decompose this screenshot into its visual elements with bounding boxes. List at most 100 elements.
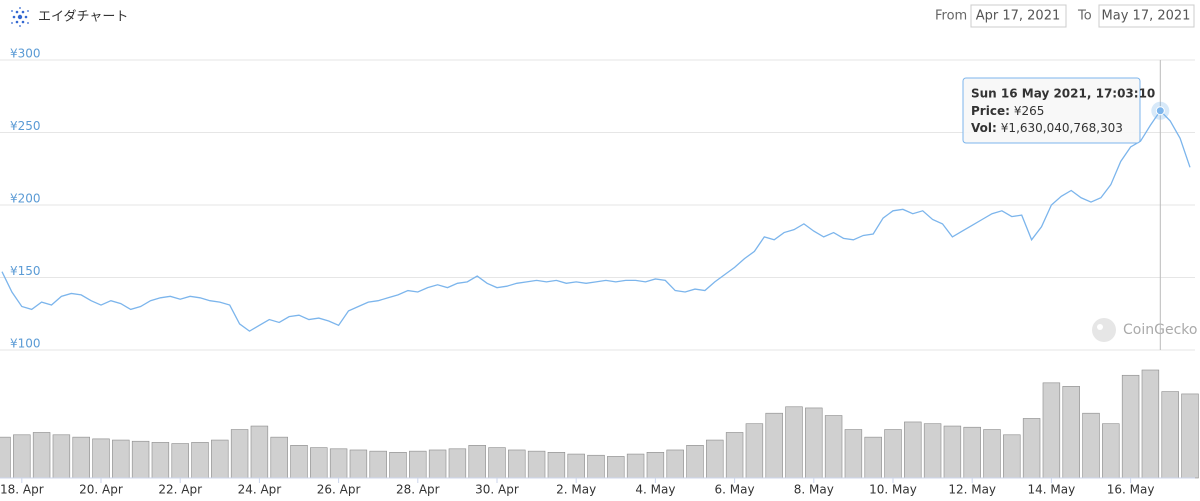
volume-bar	[448, 448, 467, 479]
volume-bar	[607, 456, 625, 479]
volume-bar	[389, 452, 407, 479]
tooltip-box	[962, 77, 1141, 144]
volume-bar	[626, 453, 645, 479]
hover-point	[1155, 106, 1165, 116]
logo	[11, 7, 29, 27]
volume-bar	[488, 447, 506, 479]
volume-bar	[92, 438, 110, 479]
volume-bar	[508, 449, 526, 479]
volume-bar	[151, 442, 170, 479]
volume-bar	[290, 445, 308, 479]
volume-bar	[646, 452, 665, 479]
x-tick-label: 18. Apr	[0, 483, 44, 497]
x-tick-label: 12. May	[948, 483, 996, 497]
x-tick-label: 6. May	[715, 483, 755, 497]
tooltip-price-label: Price:	[971, 104, 1010, 118]
volume-bar	[191, 442, 209, 479]
from-input[interactable]	[970, 4, 1067, 28]
volume-bar	[409, 450, 427, 479]
volume-bar	[1141, 369, 1160, 479]
volume-bar	[666, 449, 684, 479]
volume-bar	[963, 426, 981, 479]
volume-bar	[567, 453, 585, 479]
volume-bar	[765, 412, 783, 479]
volume-bar	[13, 434, 31, 479]
tooltip-vol-label: Vol:	[971, 121, 997, 135]
x-tick-label: 14. May	[1028, 483, 1076, 497]
watermark: CoinGecko	[1092, 318, 1197, 342]
x-tick-label: 20. Apr	[79, 483, 123, 497]
volume-bar	[1022, 418, 1041, 479]
volume-bar	[349, 449, 368, 479]
volume-bar	[547, 452, 566, 479]
volume-bar	[270, 436, 288, 479]
volume-bar	[527, 450, 546, 479]
volume-bar	[310, 447, 328, 479]
volume-bar	[230, 429, 249, 479]
y-tick-label: ¥100	[10, 337, 41, 351]
x-tick-label: 26. Apr	[317, 483, 361, 497]
volume-bar	[805, 407, 823, 479]
volume-bar	[32, 432, 51, 479]
volume-bar	[785, 406, 803, 479]
volume-bar	[52, 434, 71, 479]
volume-bar	[1161, 391, 1179, 479]
volume-bar	[1062, 386, 1080, 479]
volume-bar	[923, 423, 942, 479]
volume-bar	[943, 425, 962, 479]
x-tick-label: 22. Apr	[158, 483, 202, 497]
x-tick-label: 30. Apr	[475, 483, 519, 497]
volume-bar	[211, 439, 229, 479]
tooltip-price: Price: ¥265	[971, 104, 1044, 118]
volume-bar	[686, 445, 704, 479]
tooltip-price-value: ¥265	[1014, 104, 1045, 118]
y-tick-label: ¥250	[10, 119, 41, 133]
volume-bar	[112, 439, 130, 479]
volume-bar	[725, 432, 744, 479]
x-tick-label: 2. May	[556, 483, 596, 497]
volume-bar	[131, 440, 150, 479]
y-tick-label: ¥300	[10, 47, 41, 61]
volume-bar	[864, 436, 882, 479]
volume-bar	[329, 448, 348, 479]
volume-bar	[884, 429, 902, 479]
x-tick-label: 16. May	[1107, 483, 1155, 497]
page-title: エイダチャート	[38, 10, 128, 25]
volume-bar	[468, 445, 486, 479]
volume-bar	[428, 449, 447, 479]
volume-bar	[844, 429, 863, 479]
y-tick-label: ¥150	[10, 264, 41, 278]
volume-bar	[0, 436, 11, 479]
volume-bar	[983, 429, 1001, 479]
from-date[interactable]: Apr 17, 2021	[976, 9, 1061, 24]
x-tick-label: 24. Apr	[238, 483, 282, 497]
volume-bar	[369, 450, 387, 479]
volume-bar	[745, 423, 764, 479]
to-date[interactable]: May 17, 2021	[1102, 9, 1191, 24]
volume-bar	[171, 443, 189, 479]
volume-bar	[824, 415, 843, 479]
tooltip: Sun 16 May 2021, 17:03:10 Price: ¥265 Vol: ¥…	[962, 77, 1155, 144]
x-tick-label: 4. May	[635, 483, 675, 497]
volume-bar	[1082, 412, 1100, 479]
volume-bar	[250, 425, 269, 479]
x-tick-label: 28. Apr	[396, 483, 440, 497]
volume-bar	[1181, 393, 1199, 479]
volume-bar	[706, 439, 724, 479]
volume-bar	[1102, 423, 1120, 479]
tooltip-title: Sun 16 May 2021, 17:03:10	[971, 87, 1155, 101]
volume-bar	[72, 436, 90, 479]
volume-bar	[587, 454, 605, 479]
tooltip-vol-value: ¥1,630,040,768,303	[1001, 121, 1123, 135]
tooltip-vol: Vol: ¥1,630,040,768,303	[971, 121, 1123, 135]
to-label: To	[1077, 9, 1092, 24]
x-tick-label: 10. May	[869, 483, 917, 497]
volume-bar	[1121, 374, 1140, 479]
volume-bar	[1003, 434, 1021, 479]
volume-bar	[904, 421, 922, 479]
x-tick-label: 8. May	[794, 483, 834, 497]
to-input[interactable]	[1098, 4, 1195, 28]
price-line	[1, 109, 1191, 332]
